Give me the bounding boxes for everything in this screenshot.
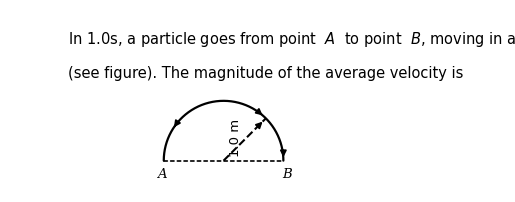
Text: In 1.0s, a particle goes from point  $\mathit{A}$  to point  $\mathit{B}$, movin: In 1.0s, a particle goes from point $\ma… (68, 30, 515, 49)
Text: A: A (157, 168, 166, 181)
Text: (see figure). The magnitude of the average velocity is: (see figure). The magnitude of the avera… (68, 66, 464, 81)
Text: 1.0 m: 1.0 m (229, 119, 242, 157)
Text: B: B (282, 168, 292, 181)
